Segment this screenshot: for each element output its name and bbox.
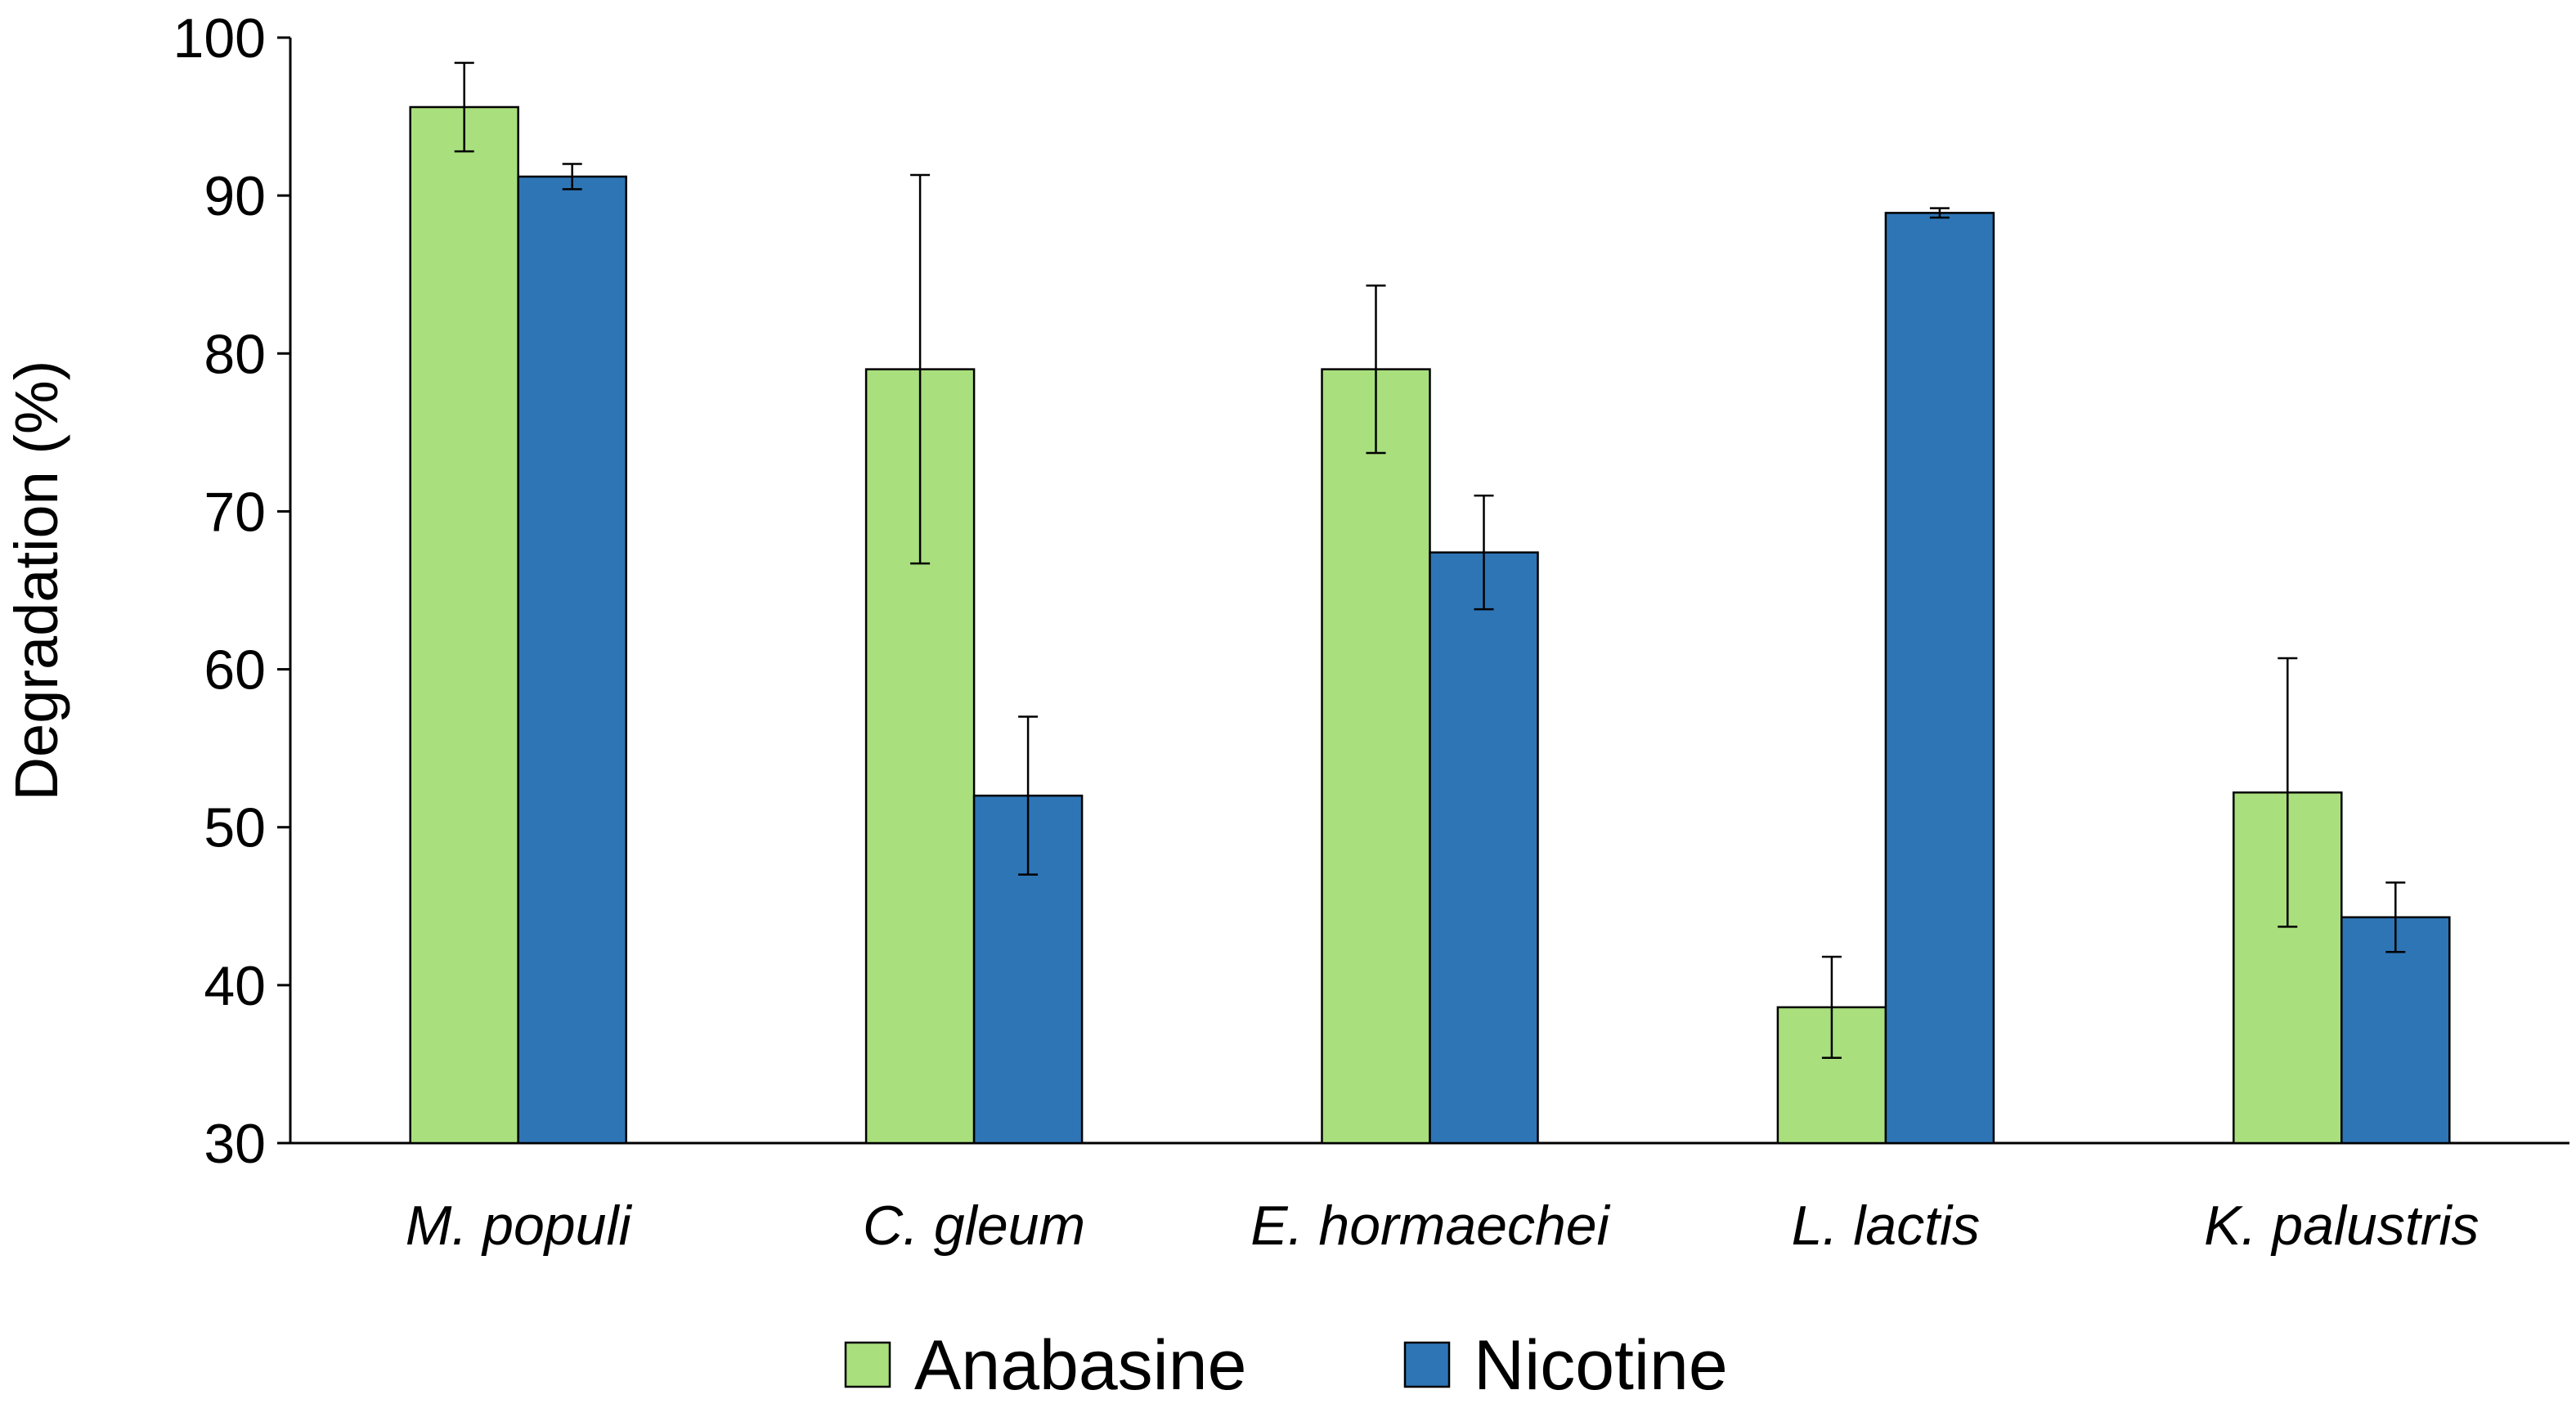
- bar-anabasine: [409, 105, 519, 1145]
- x-tick-label: M. populi: [406, 1195, 633, 1257]
- x-tick-label: K. palustris: [2204, 1195, 2479, 1257]
- error-bar: [1474, 494, 1494, 611]
- x-tick-label: C. gleum: [863, 1195, 1085, 1257]
- error-bar: [2385, 881, 2406, 953]
- legend-swatch: [844, 1341, 891, 1388]
- error-bars: [454, 61, 2406, 1059]
- error-bar: [2278, 657, 2298, 928]
- x-axis: M. populi C. gleum E. hormaechei L. lactis K…: [290, 1141, 2569, 1257]
- error-bar: [1929, 207, 1950, 219]
- bar-anabasine: [2233, 791, 2343, 1145]
- bar-nicotine: [2340, 916, 2451, 1145]
- legend-label: Nicotine: [1474, 1326, 1728, 1405]
- y-tick-label: 40: [204, 955, 266, 1017]
- y-tick-label: 70: [204, 481, 266, 543]
- bar-nicotine: [1884, 212, 1995, 1145]
- error-bar: [1821, 955, 1842, 1059]
- y-axis: 30 40 50 60 70 80 90 100: [173, 7, 292, 1175]
- bar-nicotine: [517, 175, 627, 1145]
- bar-nicotine: [1429, 551, 1539, 1145]
- error-bar: [910, 173, 931, 565]
- legend-item-nicotine: Nicotine: [1403, 1326, 1728, 1405]
- error-bar: [454, 61, 474, 153]
- bars: [409, 105, 2451, 1145]
- error-bar: [1366, 284, 1386, 455]
- y-tick-label: 60: [204, 639, 266, 702]
- legend-swatch: [1403, 1341, 1451, 1388]
- error-bar: [1018, 715, 1039, 876]
- y-tick-label: 90: [204, 165, 266, 227]
- legend-item-anabasine: Anabasine: [844, 1326, 1246, 1405]
- x-tick-label: L. lactis: [1792, 1195, 1981, 1257]
- y-axis-title: Degradation (%): [2, 361, 70, 801]
- y-tick-label: 80: [204, 323, 266, 385]
- legend-label: Anabasine: [914, 1326, 1246, 1405]
- y-tick-label: 50: [204, 797, 266, 859]
- x-tick-label: E. hormaechei: [1250, 1195, 1610, 1257]
- bar-anabasine: [1321, 368, 1431, 1145]
- error-bar: [562, 163, 582, 191]
- y-tick-label: 30: [204, 1113, 266, 1175]
- legend: Anabasine Nicotine: [844, 1326, 1728, 1405]
- y-tick-label: 100: [173, 7, 266, 70]
